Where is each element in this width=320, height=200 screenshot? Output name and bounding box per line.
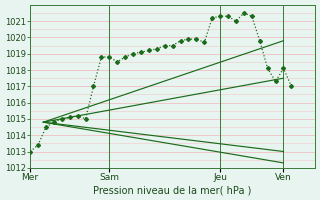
- X-axis label: Pression niveau de la mer( hPa ): Pression niveau de la mer( hPa ): [93, 185, 252, 195]
